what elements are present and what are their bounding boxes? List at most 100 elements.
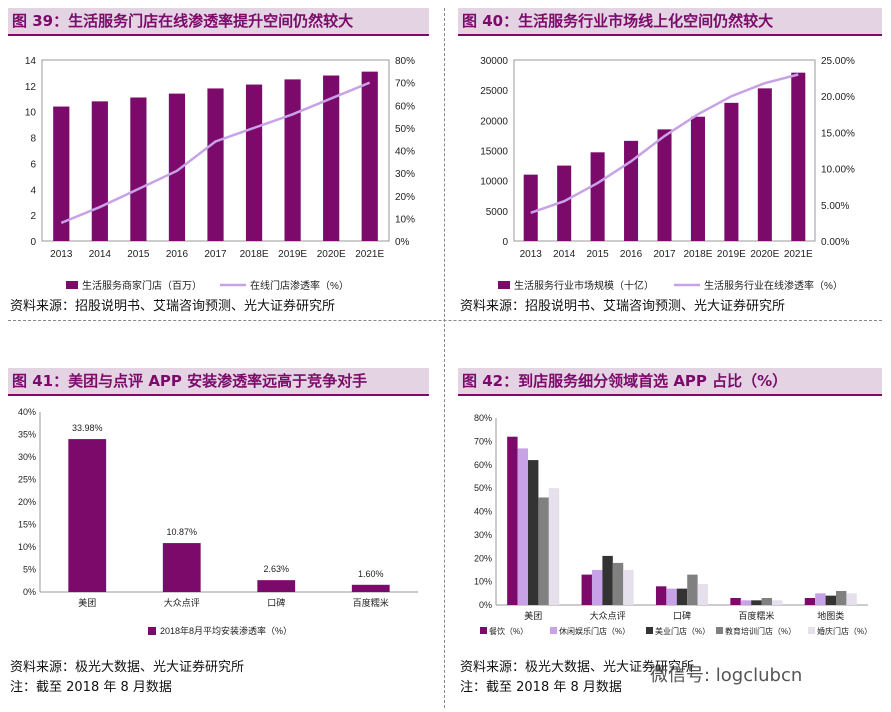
chart-40: 0 5000 10000 15000 20000 25000 30000 0.00% 5.00%… [480, 56, 855, 292]
y-tick-label: 15% [18, 520, 36, 530]
y-tick-label: 10 [25, 108, 37, 119]
bar [91, 101, 108, 241]
figure-title: 图 41：美团与点评 APP 安装渗透率远高于竞争对手 [8, 368, 429, 394]
x-tick-label: 2018E [683, 249, 712, 260]
legend-swatch [716, 627, 723, 634]
bar [724, 102, 739, 241]
x-tick-label: 美团 [78, 597, 96, 608]
bar [772, 600, 783, 605]
bar [527, 460, 539, 605]
y-tick-label: 0% [479, 600, 492, 610]
y-tick-label: 0 [502, 237, 508, 248]
chart-41: 0% 5% 10% 15% 20% 25% 30% 35% 40% 33.98% 美团 10.87% 大… [18, 407, 418, 636]
y-tick-label: 50% [474, 483, 492, 493]
y-tick-label: 10% [18, 542, 36, 552]
bar [791, 72, 806, 241]
bar [666, 588, 677, 605]
y-tick-label: 5000 [486, 207, 509, 218]
data-label: 2.63% [263, 564, 289, 574]
x-tick-label: 2014 [89, 249, 112, 260]
title-rule [458, 394, 882, 396]
y-tick-label: 70% [474, 436, 492, 446]
figure-40: 图 40：生活服务行业市场线上化空间仍然较大 0 5000 10000 15000 20… [458, 8, 882, 314]
bar [523, 174, 538, 241]
y2-tick-label: 10% [395, 214, 415, 225]
x-tick-label: 2020E [750, 249, 779, 260]
y-tick-label: 2 [30, 211, 36, 222]
x-tick-label: 2015 [127, 249, 150, 260]
bar [836, 590, 847, 605]
bar [591, 569, 603, 605]
bar [624, 140, 639, 241]
series-line [530, 73, 799, 214]
x-tick-label: 2018E [240, 249, 269, 260]
source-text: 资料来源：极光大数据、光大证券研究所 [460, 660, 695, 675]
y-tick-label: 15000 [480, 147, 508, 158]
y2-tick-label: 40% [395, 147, 415, 158]
legend-label: 2018年8月平均安装渗透率（%） [160, 625, 292, 636]
y-tick-label: 20% [18, 497, 36, 507]
bar [804, 597, 816, 605]
x-tick-label: 2021E [355, 249, 384, 260]
legend-label: 美业门店（%） [655, 626, 710, 636]
bar [655, 586, 667, 605]
x-tick-label: 2016 [166, 249, 189, 260]
legend-label: 教育培训门店（%） [725, 626, 796, 636]
y2-tick-label: 80% [395, 56, 415, 67]
y-tick-label: 60% [474, 460, 492, 470]
bar [761, 597, 773, 605]
bar [697, 583, 709, 605]
legend-swatch [646, 627, 653, 634]
y2-tick-label: 70% [395, 79, 415, 90]
y-tick-label: 25000 [480, 86, 508, 97]
x-tick-label: 百度糯米 [353, 597, 389, 608]
bar [612, 562, 624, 605]
y-tick-label: 0% [23, 587, 36, 597]
legend-swatch [808, 627, 815, 634]
y-tick-label: 30% [18, 452, 36, 462]
legend-swatch [480, 627, 487, 634]
legend-swatch [66, 281, 78, 289]
legend-label: 生活服务行业在线渗透率（%） [704, 279, 843, 292]
title-rule [8, 394, 429, 396]
x-tick-label: 美团 [524, 610, 542, 621]
x-tick-label: 口碑 [673, 610, 691, 621]
y-tick-label: 6 [30, 159, 36, 170]
bar [687, 574, 698, 605]
figure-41: 图 41：美团与点评 APP 安装渗透率远高于竞争对手 0% 5% 10% 15% 20… [8, 368, 429, 708]
bar [245, 84, 263, 241]
bar [517, 448, 528, 605]
y2-tick-label: 10.00% [821, 165, 855, 176]
data-label: 33.98% [72, 423, 103, 433]
bar [676, 588, 688, 605]
legend-label: 休闲娱乐门店（%） [559, 626, 630, 636]
y2-tick-label: 15.00% [821, 128, 855, 139]
data-label: 10.87% [166, 527, 197, 537]
x-tick-label: 百度糯米 [738, 610, 774, 621]
bar [68, 439, 107, 592]
bar [130, 97, 147, 241]
y2-tick-label: 5.00% [821, 201, 849, 212]
legend-swatch [550, 627, 557, 634]
bar [207, 88, 224, 241]
chart-42: 0% 10% 20% 30% 40% 50% 60% 70% 80% 美团 大众点评 口碑 百度糯米 地图… [474, 413, 872, 636]
data-label: 1.60% [358, 569, 384, 579]
bar [168, 93, 186, 241]
y-tick-label: 5% [23, 565, 36, 575]
y-tick-label: 30% [474, 530, 492, 540]
y2-tick-label: 0% [395, 237, 410, 248]
bar [323, 75, 340, 241]
source-text: 资料来源：招股说明书、艾瑞咨询预测、光大证券研究所 [10, 299, 336, 314]
bar [846, 593, 857, 605]
x-tick-label: 大众点评 [164, 597, 200, 608]
bar [623, 569, 634, 605]
x-tick-label: 口碑 [267, 597, 285, 608]
bar [548, 488, 560, 605]
y-tick-label: 40% [18, 407, 36, 417]
y2-tick-label: 0.00% [821, 237, 849, 248]
note-text: 注：截至 2018 年 8 月数据 [10, 680, 172, 695]
y-tick-label: 80% [474, 413, 492, 423]
bar [815, 593, 826, 605]
y-tick-label: 0 [30, 237, 36, 248]
title-rule [8, 34, 429, 36]
